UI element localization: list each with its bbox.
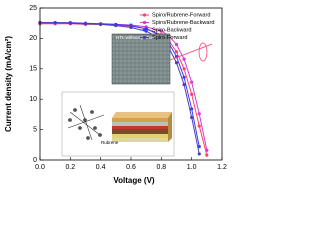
data-point <box>174 61 179 65</box>
data-point <box>182 83 186 87</box>
data-point <box>174 50 179 54</box>
data-point <box>53 20 57 25</box>
molecule <box>67 104 105 141</box>
data-point <box>190 80 194 84</box>
x-tick-label: 1.2 <box>217 164 227 171</box>
data-point <box>190 92 194 96</box>
series-line <box>40 22 200 155</box>
data-point <box>99 22 103 27</box>
legend-label: Spiro/Rubrene-Forward <box>152 12 210 18</box>
legend-marker <box>142 20 147 25</box>
insets: HTL without pinhole Rubrene <box>61 33 213 157</box>
y-tick-label: 25 <box>29 5 37 12</box>
legend-marker <box>142 28 147 32</box>
inset-label: HTL without pinhole <box>116 35 156 40</box>
data-point <box>182 75 186 79</box>
y-axis-label: Current density (mA/cm²) <box>4 36 13 132</box>
data-point <box>68 21 72 25</box>
data-point <box>174 42 179 47</box>
plot-frame <box>39 7 223 161</box>
data-point <box>197 145 201 149</box>
x-tick-label: 0.4 <box>96 164 106 171</box>
data-point <box>159 29 163 33</box>
highlight <box>198 42 208 62</box>
device-stack <box>112 112 172 142</box>
data-point <box>114 24 118 28</box>
data-point <box>197 152 201 156</box>
data-point <box>182 67 186 71</box>
y-tick-label: 10 <box>29 96 37 103</box>
series-line <box>40 22 200 147</box>
sem-texture <box>112 34 170 84</box>
molecule-label: Rubrene <box>101 140 119 145</box>
y-tick-label: 5 <box>33 126 37 133</box>
y-tick-label: 0 <box>33 157 37 164</box>
data-point <box>190 115 194 120</box>
data-point <box>205 148 209 152</box>
x-tick-label: 0.8 <box>156 164 166 171</box>
data-point <box>182 57 186 61</box>
x-axis-label: Voltage (V) <box>113 176 155 185</box>
chart: Voltage (V) Current density (mA/cm²) 0.0… <box>4 4 227 186</box>
arrow <box>169 43 213 61</box>
legend-label: Spiro-Backward <box>152 27 191 33</box>
legend-marker <box>142 35 147 40</box>
legend-label: Spiro-Forward <box>152 35 187 41</box>
y-tick-label: 15 <box>29 66 37 73</box>
x-tick-label: 0.2 <box>65 164 75 171</box>
x-tick-label: 0.6 <box>126 164 136 171</box>
data-point <box>190 107 194 111</box>
y-tick-label: 20 <box>29 35 37 42</box>
legend-marker <box>142 13 147 17</box>
data-point <box>197 112 201 116</box>
data-point <box>205 153 209 157</box>
data-point <box>129 25 133 30</box>
data-point <box>83 22 88 26</box>
x-tick-label: 0.0 <box>35 164 45 171</box>
legend-label: Spiro/Rubrene-Backward <box>152 20 215 26</box>
data-point <box>197 124 201 128</box>
x-tick-label: 1.0 <box>187 164 197 171</box>
